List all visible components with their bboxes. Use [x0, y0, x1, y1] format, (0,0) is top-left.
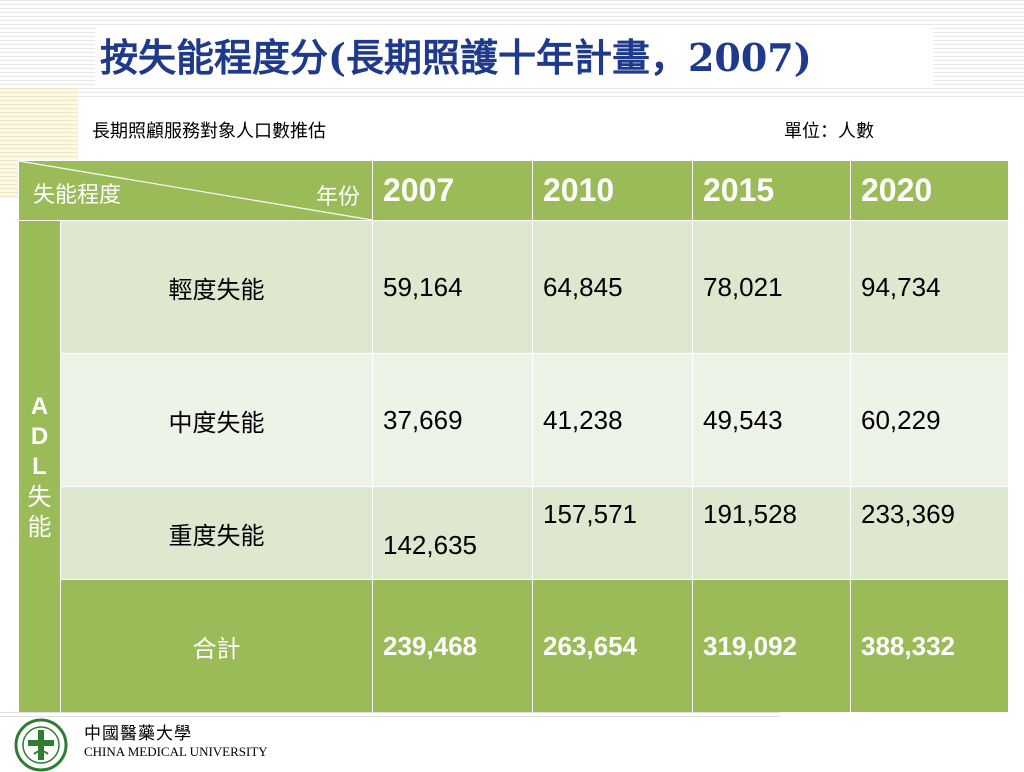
corner-label-year: 年份 [315, 185, 360, 210]
title-background [95, 26, 933, 88]
header-year: 2007 [372, 160, 533, 221]
table-row: 中度失能 37,669 41,238 49,543 60,229 [18, 353, 1009, 487]
total-cell: 239,468 [372, 579, 533, 713]
table-cell: 41,238 [532, 353, 693, 487]
total-cell: 263,654 [532, 579, 693, 713]
university-name-cn: 中國醫藥大學 [84, 724, 192, 744]
adl-letter: A [30, 392, 49, 420]
table-cell: 37,669 [372, 353, 533, 487]
table-caption: 長期照顧服務對象人口數推估 [92, 121, 326, 142]
unit-label: 單位：人數 [784, 121, 874, 142]
data-table: 失能程度 年份 2007 2010 2015 2020 A D L 失 能 輕度… [18, 160, 1009, 713]
corner-label-degree: 失能程度 [33, 183, 122, 208]
row-label: 輕度失能 [60, 220, 373, 354]
table-cell: 64,845 [532, 220, 693, 354]
row-label: 中度失能 [60, 353, 373, 487]
slide-title: 按失能程度分(長期照護十年計畫，2007) [100, 35, 812, 80]
table-cell: 191,528 [692, 486, 851, 580]
table-cell: 59,164 [372, 220, 533, 354]
total-cell: 319,092 [692, 579, 851, 713]
corner-diagonal-line [19, 161, 372, 220]
university-logo-icon [14, 718, 68, 772]
adl-letter: L [32, 452, 47, 480]
university-name-en: CHINA MEDICAL UNIVERSITY [84, 744, 268, 759]
table-row: A D L 失 能 輕度失能 59,164 64,845 78,021 94,7… [18, 220, 1009, 713]
total-row: 合計 239,468 263,654 319,092 388,332 [18, 579, 1009, 713]
table-cell: 142,635 [372, 486, 533, 580]
adl-side-label: A D L 失 能 [18, 220, 61, 713]
header-row: 失能程度 年份 2007 2010 2015 2020 [18, 160, 1009, 221]
table-row: 重度失能 142,635 157,571 191,528 233,369 [18, 486, 1009, 580]
row-label: 重度失能 [60, 486, 373, 580]
header-year: 2020 [850, 160, 1009, 221]
total-label: 合計 [60, 579, 373, 713]
table-cell: 233,369 [850, 486, 1009, 580]
corner-cell: 失能程度 年份 [18, 160, 373, 221]
decorative-lines-bottom [0, 712, 780, 720]
adl-letter: 能 [27, 512, 52, 541]
table-cell: 157,571 [532, 486, 693, 580]
table-cell: 60,229 [850, 353, 1009, 487]
header-year: 2010 [532, 160, 693, 221]
total-cell: 388,332 [850, 579, 1009, 713]
table-cell: 49,543 [692, 353, 851, 487]
table-cell: 78,021 [692, 220, 851, 354]
table-cell: 94,734 [850, 220, 1009, 354]
adl-letter: 失 [27, 482, 52, 511]
header-year: 2015 [692, 160, 851, 221]
adl-letter: D [30, 422, 49, 450]
